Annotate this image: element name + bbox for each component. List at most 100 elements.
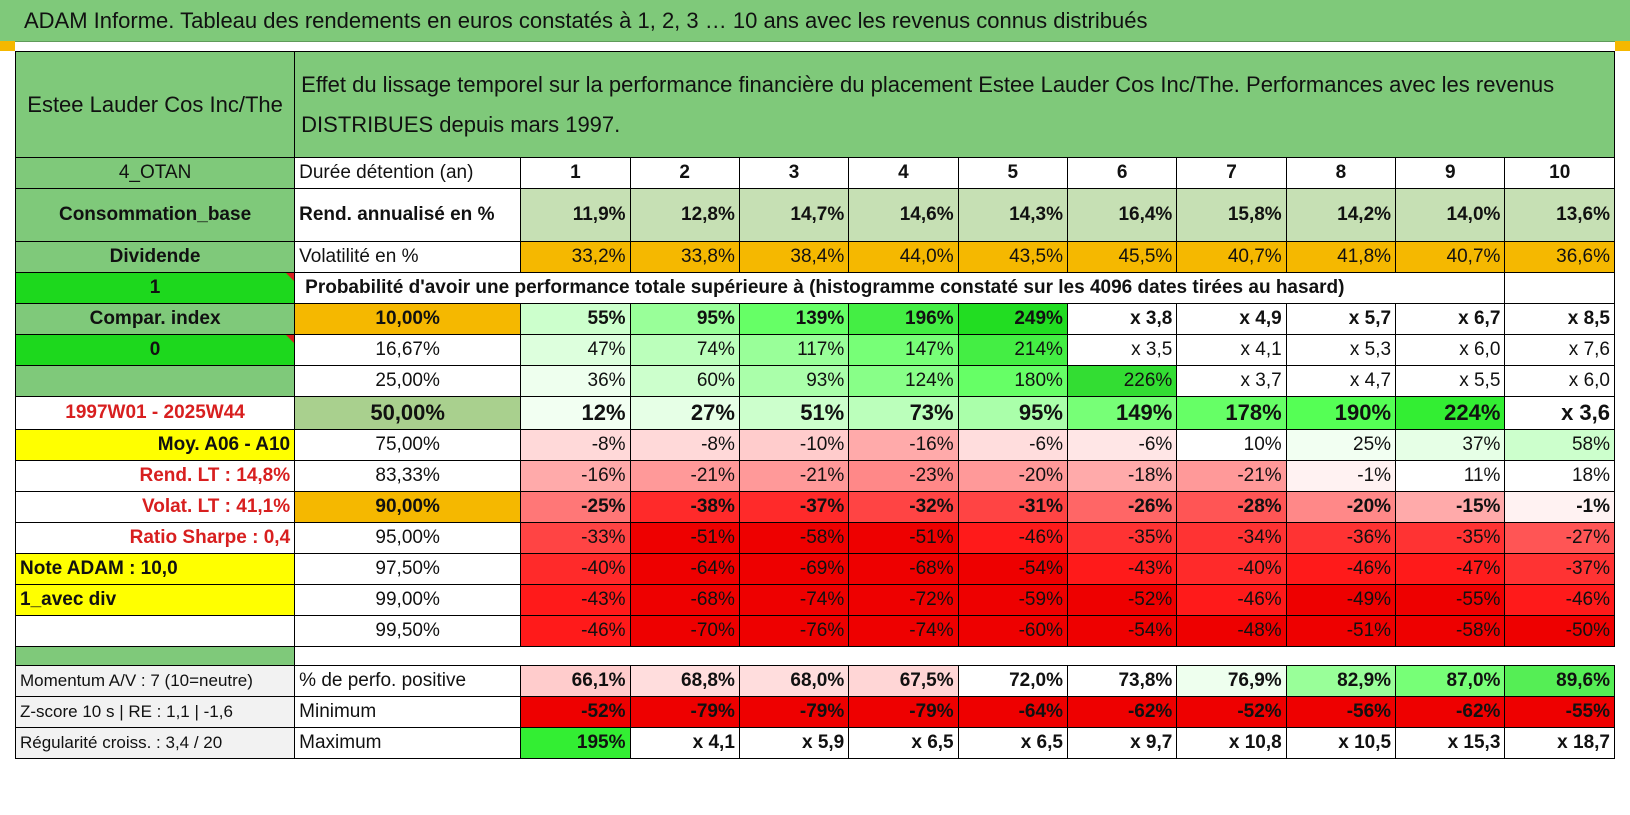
year-header: 1	[520, 157, 631, 189]
regularite-label: Régularité croiss. : 3,4 / 20	[14, 727, 296, 759]
asset-code: 4_OTAN	[14, 157, 296, 189]
quantile-cell: 178%	[1176, 396, 1287, 430]
quantile-label: 16,67%	[294, 334, 522, 366]
quantile-cell: x 8,5	[1504, 303, 1615, 335]
quantile-cell: 139%	[738, 303, 850, 335]
quantile-cell: -33%	[520, 522, 631, 554]
quantile-cell: x 5,5	[1395, 365, 1506, 397]
quantile-cell: -51%	[629, 522, 740, 554]
year-header: 8	[1285, 157, 1397, 189]
max-cell: x 6,5	[848, 727, 959, 759]
rend-label: Rend. annualisé en %	[294, 188, 522, 242]
quantile-cell: x 6,0	[1504, 365, 1615, 397]
zscore-label: Z-score 10 s | RE : 1,1 | -1,6	[14, 696, 296, 728]
quantile-cell: x 4,9	[1176, 303, 1287, 335]
vol-cell: 40,7%	[1395, 241, 1506, 273]
empty-cell	[1504, 272, 1615, 304]
quantile-cell: 58%	[1504, 429, 1615, 461]
empty-side-cell	[14, 615, 296, 647]
quantile-label: 99,50%	[294, 615, 522, 647]
quantile-cell: -40%	[520, 553, 631, 585]
quantile-cell: -26%	[1066, 491, 1178, 523]
quantile-cell: -58%	[738, 522, 850, 554]
quantile-cell: -64%	[629, 553, 740, 585]
sector-label: Consommation_base	[14, 188, 296, 242]
min-cell: -79%	[848, 696, 959, 728]
duree-label: Durée détention (an)	[294, 157, 522, 189]
quantile-cell: -76%	[738, 615, 850, 647]
quantile-cell: -37%	[738, 491, 850, 523]
quantile-cell: -47%	[1395, 553, 1506, 585]
asset-description: Effet du lissage temporel sur la perform…	[294, 51, 1615, 158]
quantile-cell: 117%	[738, 334, 850, 366]
quantile-cell: -21%	[1176, 460, 1287, 492]
quantile-cell: -55%	[1395, 584, 1506, 616]
quantile-cell: -20%	[1285, 491, 1397, 523]
quantile-cell: -72%	[848, 584, 959, 616]
quantile-label: 25,00%	[294, 365, 522, 397]
quantile-cell: -16%	[848, 429, 959, 461]
min-cell: -62%	[1395, 696, 1506, 728]
vol-cell: 40,7%	[1176, 241, 1287, 273]
report-title-bar: ADAM Informe. Tableau des rendements en …	[0, 0, 1630, 42]
min-cell: -64%	[957, 696, 1068, 728]
max-cell: x 5,9	[738, 727, 850, 759]
momentum-label: Momentum A/V : 7 (10=neutre)	[14, 665, 296, 697]
vol-cell: 44,0%	[848, 241, 959, 273]
quantile-cell: 18%	[1504, 460, 1615, 492]
quantile-cell: -16%	[520, 460, 631, 492]
max-cell: x 10,5	[1285, 727, 1397, 759]
vol-label: Volatilité en %	[294, 241, 522, 273]
pos-cell: 67,5%	[848, 665, 959, 697]
quantile-cell: -54%	[957, 553, 1068, 585]
rend-lt-label: Rend. LT : 14,8%	[14, 460, 296, 492]
min-cell: -55%	[1504, 696, 1615, 728]
quantile-cell: -25%	[520, 491, 631, 523]
vol-cell: 38,4%	[738, 241, 850, 273]
pos-cell: 87,0%	[1395, 665, 1506, 697]
quantile-cell: -1%	[1504, 491, 1615, 523]
pos-cell: 66,1%	[520, 665, 631, 697]
quantile-label: 83,33%	[294, 460, 522, 492]
pos-cell: 73,8%	[1066, 665, 1178, 697]
quantile-cell: -18%	[1066, 460, 1178, 492]
quantile-cell: 10%	[1176, 429, 1287, 461]
quantile-cell: 47%	[520, 334, 631, 366]
max-cell: x 15,3	[1395, 727, 1506, 759]
quantile-cell: x 7,6	[1504, 334, 1615, 366]
quantile-cell: x 3,5	[1066, 334, 1178, 366]
quantile-cell: 147%	[848, 334, 959, 366]
pos-cell: 68,0%	[738, 665, 850, 697]
quantile-cell: -23%	[848, 460, 959, 492]
quantile-cell: -32%	[848, 491, 959, 523]
quantile-cell: 12%	[520, 396, 631, 430]
year-header: 6	[1066, 157, 1178, 189]
note-adam: Note ADAM : 10,0	[14, 553, 296, 585]
pos-cell: 76,9%	[1176, 665, 1287, 697]
spacer-green	[14, 646, 296, 666]
flag-zero[interactable]: 0	[14, 334, 296, 366]
sharpe-label: Ratio Sharpe : 0,4	[14, 522, 296, 554]
quantile-cell: -21%	[738, 460, 850, 492]
quantile-cell: 190%	[1285, 396, 1397, 430]
vol-cell: 36,6%	[1504, 241, 1615, 273]
year-header: 4	[848, 157, 959, 189]
max-label: Maximum	[294, 727, 522, 759]
quantile-cell: 196%	[848, 303, 959, 335]
quantile-label: 75,00%	[294, 429, 522, 461]
quantile-cell: 95%	[957, 396, 1068, 430]
quantile-cell: -59%	[957, 584, 1068, 616]
vol-cell: 45,5%	[1066, 241, 1178, 273]
quantile-cell: -35%	[1066, 522, 1178, 554]
quantile-cell: -10%	[738, 429, 850, 461]
vol-cell: 41,8%	[1285, 241, 1397, 273]
flag-one[interactable]: 1	[14, 272, 296, 304]
quantile-cell: 73%	[848, 396, 959, 430]
performance-table: Estee Lauder Cos Inc/The Effet du lissag…	[14, 51, 1615, 759]
quantile-cell: -58%	[1395, 615, 1506, 647]
pos-cell: 68,8%	[629, 665, 740, 697]
quantile-label: 95,00%	[294, 522, 522, 554]
quantile-cell: 25%	[1285, 429, 1397, 461]
quantile-cell: -21%	[629, 460, 740, 492]
quantile-label: 97,50%	[294, 553, 522, 585]
